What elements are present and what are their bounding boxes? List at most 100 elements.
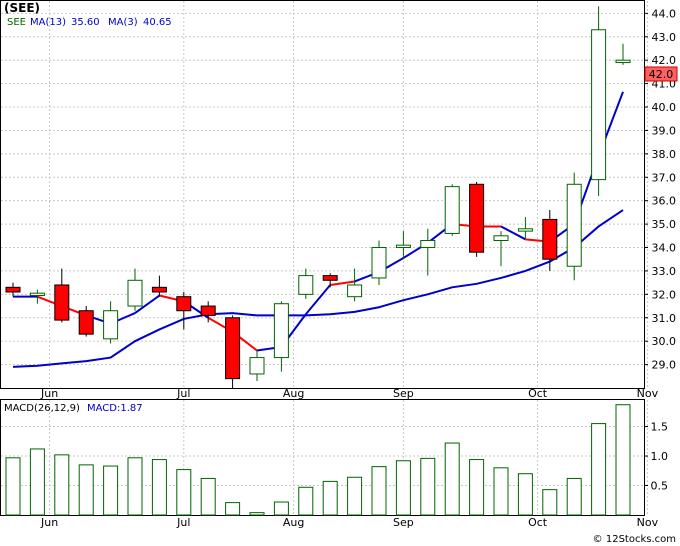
macd-bar [493, 467, 509, 516]
candle-up [566, 172, 582, 281]
macd-x-tick-label: Jul [176, 516, 190, 529]
candle-body [273, 303, 289, 359]
price-tick-label: 44.0 [652, 7, 677, 20]
macd-bar [347, 476, 363, 516]
legend-ticker: SEE [7, 17, 26, 28]
candle-body [615, 59, 631, 64]
candle-body [517, 228, 533, 232]
ma3-segment [305, 284, 331, 315]
last-price-badge [644, 66, 678, 82]
candle-down [542, 210, 558, 271]
price-tick-label: 32.0 [652, 288, 677, 301]
macd-bar [395, 460, 411, 516]
candle-body [225, 317, 241, 380]
macd-tick-label: 1.0 [651, 450, 669, 463]
macd-x-tick-label: Oct [528, 516, 548, 529]
candle-up [615, 43, 631, 65]
candle-body [176, 296, 192, 312]
candle-up [249, 350, 265, 381]
x-tick-label: Oct [528, 387, 548, 400]
candle-body [127, 279, 143, 307]
macd-bar [517, 473, 533, 516]
x-tick-label: Jun [40, 387, 58, 400]
candle-body [591, 29, 607, 181]
candle-body [78, 310, 94, 335]
ma3-segment [500, 225, 526, 241]
candle-body [322, 275, 338, 281]
macd-bar [54, 454, 70, 516]
candle-body [493, 235, 509, 241]
price-tick-label: 29.0 [652, 359, 677, 372]
candle-down [200, 301, 216, 323]
candle-up [517, 217, 533, 239]
price-tick-label: 40.0 [652, 101, 677, 114]
candle-body [542, 218, 558, 260]
legend-ma3-value: 40.65 [143, 17, 172, 28]
macd-bar [176, 469, 192, 516]
macd-bar [469, 459, 485, 516]
candle-up [347, 268, 363, 302]
candle-body [371, 247, 387, 279]
macd-legend-label: MACD(26,12,9) [4, 403, 80, 414]
candles [5, 6, 631, 388]
candle-body [469, 183, 485, 253]
candle-down [151, 275, 167, 297]
x-tick-label: Sep [393, 387, 414, 400]
candle-body [444, 186, 460, 234]
macd-tick-label: 0.5 [651, 480, 669, 493]
macd-bar [78, 464, 94, 516]
candle-up [273, 301, 289, 372]
watermark: © 12Stocks.com [593, 534, 676, 545]
candle-body [151, 286, 167, 293]
macd-x-tick-label: Sep [393, 516, 414, 529]
price-tick-label: 34.0 [652, 242, 677, 255]
candle-body [249, 357, 265, 375]
macd-bar [29, 448, 45, 516]
macd-bar [5, 457, 21, 516]
macd-bar [566, 477, 582, 516]
price-tick-label: 30.0 [652, 335, 677, 348]
ma3-segment [134, 294, 160, 314]
candle-body [347, 284, 363, 298]
macd-tick-label: 1.5 [651, 421, 669, 434]
macd-bar [103, 465, 119, 516]
macd-bar [225, 502, 241, 516]
ma13-line-group [12, 209, 624, 368]
x-axis-macd: Jun Jul Aug Sep Oct Nov [40, 516, 659, 529]
price-panel-frame [0, 0, 645, 389]
candle-up [444, 184, 460, 236]
candle-down [176, 292, 192, 330]
candle-body [298, 275, 314, 295]
candle-body [566, 183, 582, 267]
macd-axis: 0.5 1.0 1.5 [644, 421, 668, 493]
price-tick-label: 38.0 [652, 148, 677, 161]
candle-down [225, 315, 241, 388]
price-tick-label: 36.0 [652, 195, 677, 208]
candle-down [5, 282, 21, 297]
candle-down [54, 268, 70, 323]
candle-up [591, 6, 607, 196]
candle-up [298, 268, 314, 300]
candle-body [54, 284, 70, 321]
candle-down [469, 181, 485, 257]
macd-legend-value: MACD:1.87 [87, 403, 143, 414]
candle-up [371, 240, 387, 285]
macd-bars [5, 404, 631, 516]
chart-title: (SEE) [4, 1, 40, 15]
x-tick-label: Nov [637, 387, 659, 400]
macd-x-tick-label: Aug [283, 516, 304, 529]
price-tick-label: 31.0 [652, 312, 677, 325]
macd-bar [322, 480, 338, 516]
candle-down [322, 273, 338, 288]
candle-body [29, 292, 45, 297]
last-price-label: 42.0 [649, 68, 674, 81]
candle-down [78, 306, 94, 337]
x-tick-label: Jul [176, 387, 190, 400]
candle-body [395, 244, 411, 249]
candle-body [5, 286, 21, 293]
ma13-line [12, 209, 624, 368]
price-tick-label: 43.0 [652, 31, 677, 44]
macd-bar [591, 423, 607, 516]
candle-body [420, 239, 436, 249]
